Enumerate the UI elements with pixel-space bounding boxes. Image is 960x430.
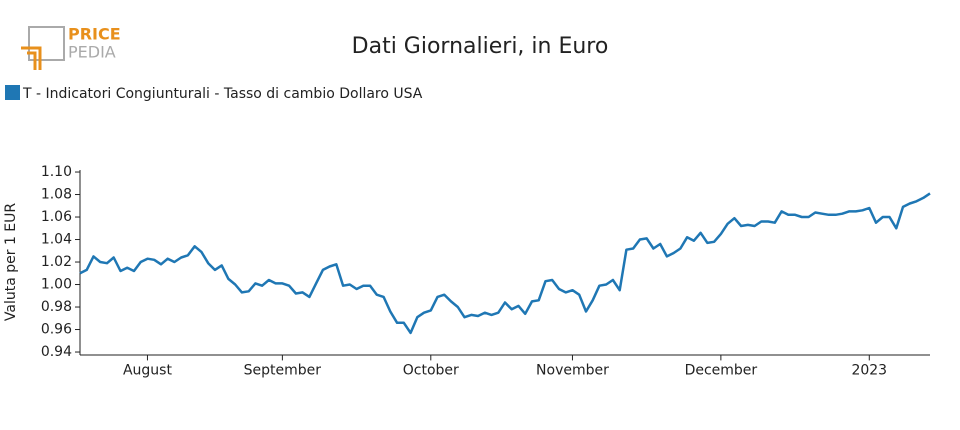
- logo-mark: [21, 46, 42, 70]
- logo-text: PEDIA: [68, 43, 116, 62]
- x-tick-label: 2023: [851, 362, 887, 378]
- y-tick-label: 0.94: [41, 344, 72, 360]
- logo: PRICE PEDIA: [21, 25, 121, 70]
- y-tick-label: 0.98: [41, 299, 72, 315]
- y-tick-label: 1.02: [41, 254, 72, 270]
- y-tick-label: 1.08: [41, 187, 72, 203]
- y-tick-label: 1.10: [41, 164, 72, 180]
- y-tick-label: 1.04: [41, 232, 72, 248]
- x-tick-label: November: [536, 362, 609, 378]
- y-axis-label: Valuta per 1 EUR: [3, 203, 19, 322]
- x-tick-label: August: [123, 362, 173, 378]
- chart-title: Dati Giornalieri, in Euro: [352, 34, 609, 59]
- x-tick-label: December: [685, 362, 758, 378]
- y-tick-label: 1.06: [41, 209, 72, 225]
- line-series: [79, 192, 931, 335]
- legend-swatch: [5, 85, 20, 100]
- x-tick-label: September: [244, 362, 322, 378]
- y-tick-label: 1.00: [41, 277, 72, 293]
- y-tick-label: 0.96: [41, 322, 72, 338]
- logo-text: PRICE: [68, 25, 121, 44]
- logo-square: [28, 26, 65, 61]
- legend-label: T - Indicatori Congiunturali - Tasso di …: [22, 86, 423, 102]
- x-tick-label: October: [403, 362, 459, 378]
